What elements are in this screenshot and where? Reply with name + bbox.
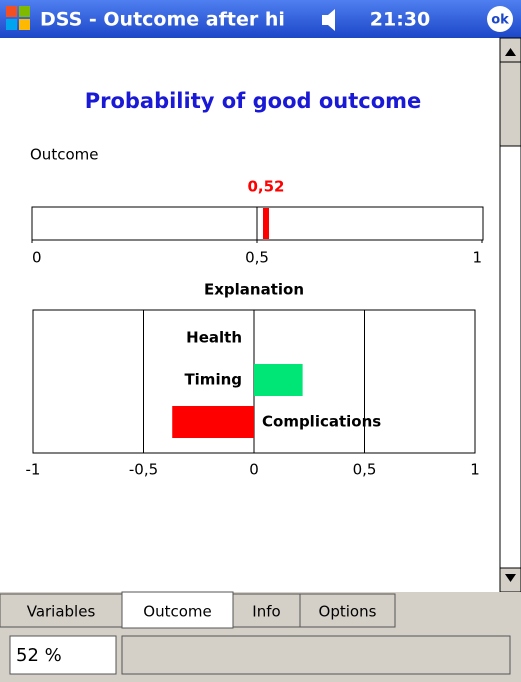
percent-box bbox=[9, 635, 117, 675]
gauge-tick-label: 1 bbox=[472, 249, 482, 267]
x-tick-label: 0 bbox=[249, 461, 259, 479]
start-icon[interactable] bbox=[6, 6, 30, 30]
x-tick-label: -1 bbox=[26, 461, 41, 479]
bar bbox=[254, 364, 303, 396]
volume-icon[interactable] bbox=[322, 9, 335, 31]
tab-label[interactable]: Variables bbox=[27, 603, 96, 621]
clock: 21:30 bbox=[370, 9, 430, 31]
tab-label[interactable]: Options bbox=[319, 603, 377, 621]
category-label: Complications bbox=[262, 413, 381, 431]
tab[interactable] bbox=[232, 593, 301, 628]
tab-label[interactable]: Outcome bbox=[143, 603, 211, 621]
page-title: Probability of good outcome bbox=[85, 89, 422, 113]
category-label: Health bbox=[186, 329, 242, 347]
outcome-label: Outcome bbox=[30, 146, 98, 164]
ok-label: ok bbox=[491, 13, 509, 28]
app-title: DSS - Outcome after hi bbox=[40, 9, 285, 31]
category-label: Timing bbox=[184, 371, 242, 389]
scroll-thumb[interactable] bbox=[499, 61, 521, 147]
x-tick-label: -0,5 bbox=[129, 461, 158, 479]
gauge-value-label: 0,52 bbox=[247, 178, 284, 196]
title-bar bbox=[0, 0, 521, 38]
tab[interactable] bbox=[121, 591, 234, 629]
gauge-marker bbox=[263, 208, 269, 239]
explanation-title: Explanation bbox=[204, 281, 304, 299]
gauge-tick-label: 0,5 bbox=[245, 249, 269, 267]
x-tick-label: 0,5 bbox=[353, 461, 377, 479]
ok-button[interactable] bbox=[487, 6, 513, 32]
tab[interactable] bbox=[299, 593, 396, 628]
tab-label[interactable]: Info bbox=[252, 603, 280, 621]
percent-text: 52 % bbox=[16, 645, 62, 666]
gauge-tick-label: 0 bbox=[32, 249, 42, 267]
bar bbox=[172, 406, 254, 438]
tab[interactable] bbox=[0, 593, 123, 628]
x-tick-label: 1 bbox=[470, 461, 480, 479]
status-field bbox=[121, 635, 511, 675]
